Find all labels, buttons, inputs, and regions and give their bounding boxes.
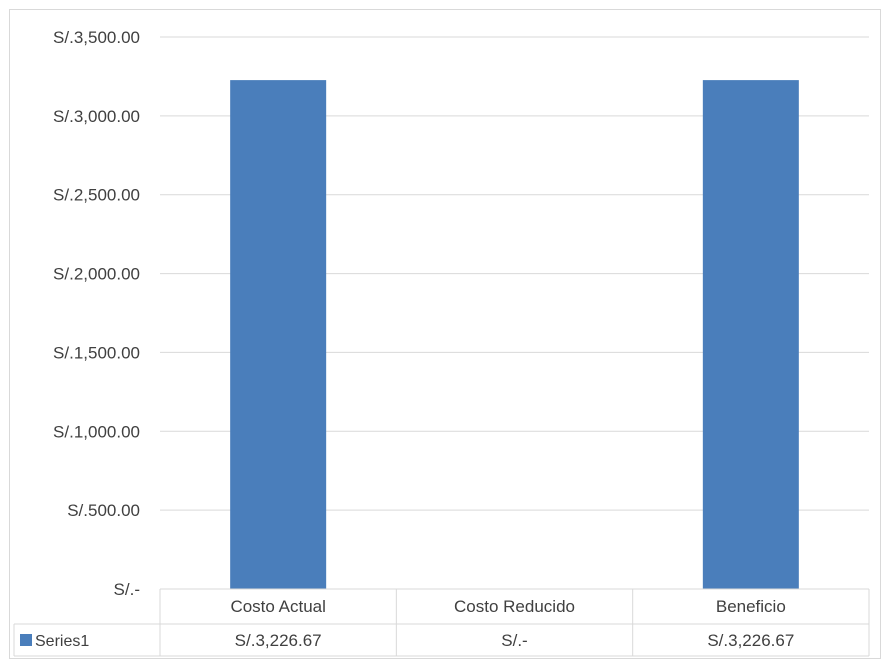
y-tick-label: S/.2,000.00 bbox=[53, 265, 140, 284]
y-tick-label: S/.2,500.00 bbox=[53, 186, 140, 205]
data-label: S/.3,226.67 bbox=[235, 631, 322, 650]
y-axis-tick-labels: S/.3,500.00 S/.3,000.00 S/.2,500.00 S/.2,00… bbox=[53, 28, 140, 599]
bar bbox=[230, 80, 327, 590]
data-table: Costo Actual S/.3,226.67 Costo Reducido S/.… bbox=[13, 588, 870, 657]
data-label: S/.- bbox=[501, 631, 527, 650]
category-label: Beneficio bbox=[716, 597, 786, 616]
y-tick-label: S/.3,500.00 bbox=[53, 28, 140, 47]
category-label: Costo Reducido bbox=[454, 597, 575, 616]
category-label: Costo Actual bbox=[230, 597, 325, 616]
data-label: S/.3,226.67 bbox=[707, 631, 794, 650]
y-tick-label: S/.- bbox=[114, 580, 140, 599]
y-tick-label: S/.1,500.00 bbox=[53, 343, 140, 362]
bars bbox=[230, 80, 799, 590]
legend-label: Series1 bbox=[35, 633, 89, 650]
bar bbox=[702, 80, 799, 590]
y-tick-label: S/.1,000.00 bbox=[53, 422, 140, 441]
y-tick-label: S/.3,000.00 bbox=[53, 107, 140, 126]
y-tick-label: S/.500.00 bbox=[67, 501, 140, 520]
legend-swatch bbox=[20, 634, 32, 646]
